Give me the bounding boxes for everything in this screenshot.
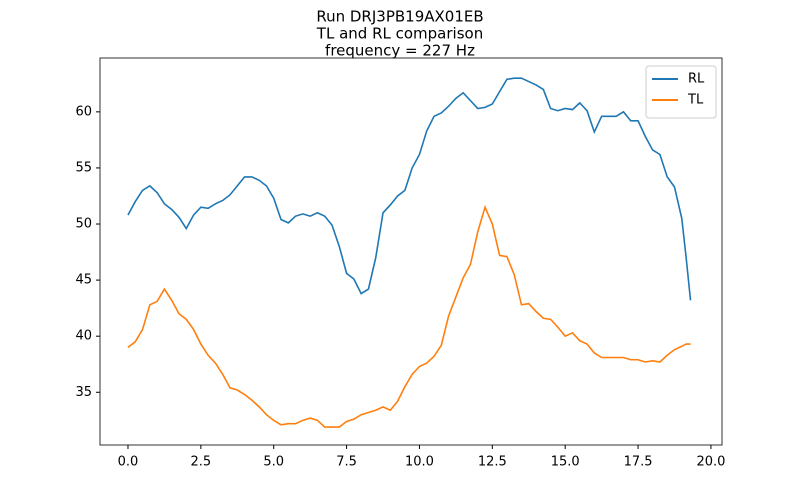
y-tick-label: 50 [75, 217, 92, 232]
chart-title: TL and RL comparison [316, 25, 483, 43]
y-tick-label: 40 [75, 329, 92, 344]
x-tick-label: 5.0 [263, 455, 284, 470]
x-tick-label: 15.0 [551, 455, 580, 470]
plot-frame [99, 57, 723, 446]
chart-title: Run DRJ3PB19AX01EB [316, 8, 483, 26]
legend-label: TL [687, 93, 704, 108]
x-tick-label: 2.5 [191, 455, 212, 470]
x-tick-label: 17.5 [624, 455, 653, 470]
x-tick-label: 0.0 [118, 455, 139, 470]
x-tick-label: 12.5 [478, 455, 507, 470]
y-tick-label: 55 [75, 160, 92, 175]
y-tick-label: 60 [75, 104, 92, 119]
line [127, 204, 691, 428]
x-tick-label: 20.0 [696, 455, 725, 470]
chart-title: frequency = 227 Hz [325, 42, 475, 60]
y-tick-label: 35 [75, 385, 92, 400]
x-tick-label: 10.0 [405, 455, 434, 470]
legend-box [645, 65, 717, 119]
legend-label: RL [688, 72, 705, 87]
y-tick-label: 45 [75, 273, 92, 288]
x-tick-label: 7.5 [336, 455, 357, 470]
line [127, 77, 692, 301]
